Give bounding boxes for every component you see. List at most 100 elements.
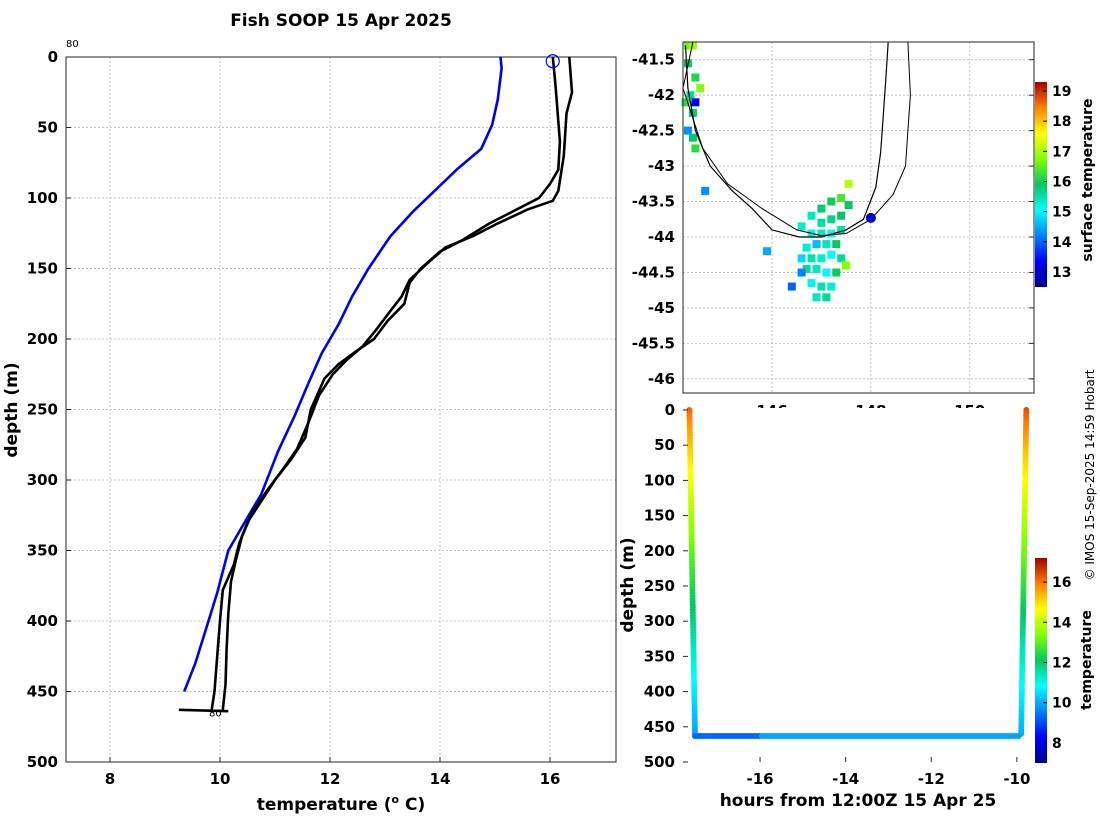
profile-annotation: 80 — [66, 39, 79, 50]
section-y-tick-label: 0 — [665, 401, 675, 419]
map-sst-cell — [837, 194, 846, 202]
section-y-tick-label: 300 — [644, 612, 675, 630]
map-sst-cell — [812, 240, 821, 249]
section-y-tick-label: 100 — [644, 471, 675, 489]
map-sst-cell — [827, 282, 836, 291]
map-sst-cell — [691, 98, 700, 107]
section-y-tick-label: 200 — [644, 542, 675, 560]
section-background — [683, 408, 1034, 763]
map-sst-cell — [842, 261, 851, 270]
map-sst-cell — [696, 84, 705, 93]
section-panel: -16 -14 -12 -10 0 50 100 150 200 250 300 350 400 450 5… — [618, 401, 1095, 811]
map-sst-cell — [807, 279, 816, 288]
profile-annotation: 80 — [209, 709, 222, 720]
section-x-tick-label: -12 — [918, 770, 945, 788]
map-panel: 146148150-41.5-42-42.5-43-43.5-44-44.5-4… — [632, 41, 1096, 420]
profile-series-line — [182, 56, 503, 692]
map-y-tick-label: -45 — [648, 299, 675, 317]
map-y-tick-label: -43.5 — [632, 193, 675, 211]
map-sst-cell — [797, 268, 806, 277]
section-y-tick-label: 50 — [654, 436, 675, 454]
map-sst-cell — [797, 254, 806, 263]
map-sst-cell — [827, 250, 836, 259]
map-sst-cell — [691, 73, 700, 82]
section-y-tick-label: 500 — [644, 753, 675, 771]
section-colorbar — [1035, 558, 1047, 763]
profile-x-tick-label: 12 — [320, 770, 341, 788]
section-colorbar-tick-label: 16 — [1052, 575, 1071, 591]
map-sst-cell — [807, 211, 816, 220]
profile-start-marker — [545, 54, 560, 69]
map-colorbar-tick-label: 15 — [1052, 205, 1071, 221]
profile-series-line — [210, 56, 562, 710]
profile-x-label-main: temperature ( — [257, 795, 392, 815]
map-sst-cell — [844, 201, 853, 210]
map-sst-cell — [827, 215, 836, 224]
map-colorbar-tick-label: 14 — [1052, 235, 1072, 251]
section-colorbar-ticks: 8 10 12 14 16 — [1043, 575, 1072, 752]
profile-series-line — [178, 708, 229, 713]
map-y-tick-label: -42.5 — [632, 122, 675, 140]
profile-y-tick-label: 0 — [48, 48, 58, 66]
section-ticks: -16 -14 -12 -10 0 50 100 150 200 250 300 350 400 450 5… — [644, 401, 1031, 788]
map-colorbar-tick-label: 16 — [1052, 174, 1071, 190]
profile-grid — [66, 56, 616, 763]
map-y-tick-label: -41.5 — [632, 51, 675, 69]
profile-x-tick-label: 8 — [105, 770, 115, 788]
map-sst-cell — [822, 293, 831, 302]
profile-x-tick-label: 16 — [540, 770, 561, 788]
map-sst-cell — [827, 229, 836, 238]
section-y-tick-label: 400 — [644, 683, 675, 701]
map-colorbar-tick-label: 18 — [1052, 114, 1071, 130]
map-sst-cell — [812, 293, 821, 302]
profile-y-tick-label: 350 — [27, 542, 58, 560]
map-sst-cell — [691, 144, 700, 153]
profile-x-tick-label: 10 — [210, 770, 231, 788]
map-sst-cell — [688, 133, 697, 142]
map-sst-cell — [817, 229, 826, 238]
map-sst-cell — [827, 197, 836, 206]
map-shelf-contour — [682, 41, 911, 237]
map-sst-cell — [817, 254, 826, 263]
map-y-tick-label: -44.5 — [632, 263, 675, 281]
map-sst-cells — [681, 41, 853, 302]
profile-lines — [178, 56, 574, 713]
map-y-tick-label: -45.5 — [632, 334, 675, 352]
map-sst-cell — [688, 41, 697, 50]
section-dots — [686, 407, 1030, 739]
profile-x-label-end: C) — [399, 795, 425, 815]
profile-y-tick-label: 400 — [27, 612, 58, 630]
map-sst-cell — [701, 186, 710, 195]
map-y-tick-label: -44 — [648, 228, 675, 246]
map-sst-cell — [817, 282, 826, 291]
profile-y-tick-label: 500 — [27, 753, 58, 771]
section-y-label: depth (m) — [618, 537, 638, 632]
section-x-tick-label: -10 — [1003, 770, 1030, 788]
map-ship-position-marker — [865, 212, 876, 223]
map-sst-cell — [837, 225, 846, 234]
map-y-tick-label: -42 — [648, 86, 675, 104]
map-sst-cell — [822, 240, 831, 249]
section-colorbar-tick-label: 12 — [1052, 656, 1071, 672]
map-sst-cell — [802, 264, 811, 273]
profile-x-label: temperature (o C) — [257, 793, 426, 815]
profile-ticks: 8 10 12 14 16 0 50 100 150 200 250 300 350 400 450 500 — [27, 48, 561, 788]
map-y-tick-label: -46 — [648, 370, 675, 388]
map-y-tick-label: -43 — [648, 157, 675, 175]
map-colorbar-ticks: 13 14 15 16 17 18 19 — [1043, 84, 1072, 281]
map-axes-box — [682, 41, 1035, 394]
map-sst-cell — [817, 218, 826, 227]
profile-series-line — [221, 56, 574, 710]
profile-annotations: 80 80 — [66, 39, 560, 720]
profile-y-tick-label: 250 — [27, 401, 58, 419]
section-y-tick-label: 150 — [644, 507, 675, 525]
profile-y-tick-label: 50 — [37, 119, 58, 137]
map-sst-cell — [787, 282, 796, 291]
map-sst-cell — [817, 204, 826, 213]
section-colorbar-label: temperature — [1079, 610, 1095, 710]
map-sst-cell — [844, 179, 853, 188]
profile-y-tick-label: 150 — [27, 260, 58, 278]
profile-y-label: depth (m) — [2, 362, 22, 457]
map-coastline — [684, 41, 889, 238]
